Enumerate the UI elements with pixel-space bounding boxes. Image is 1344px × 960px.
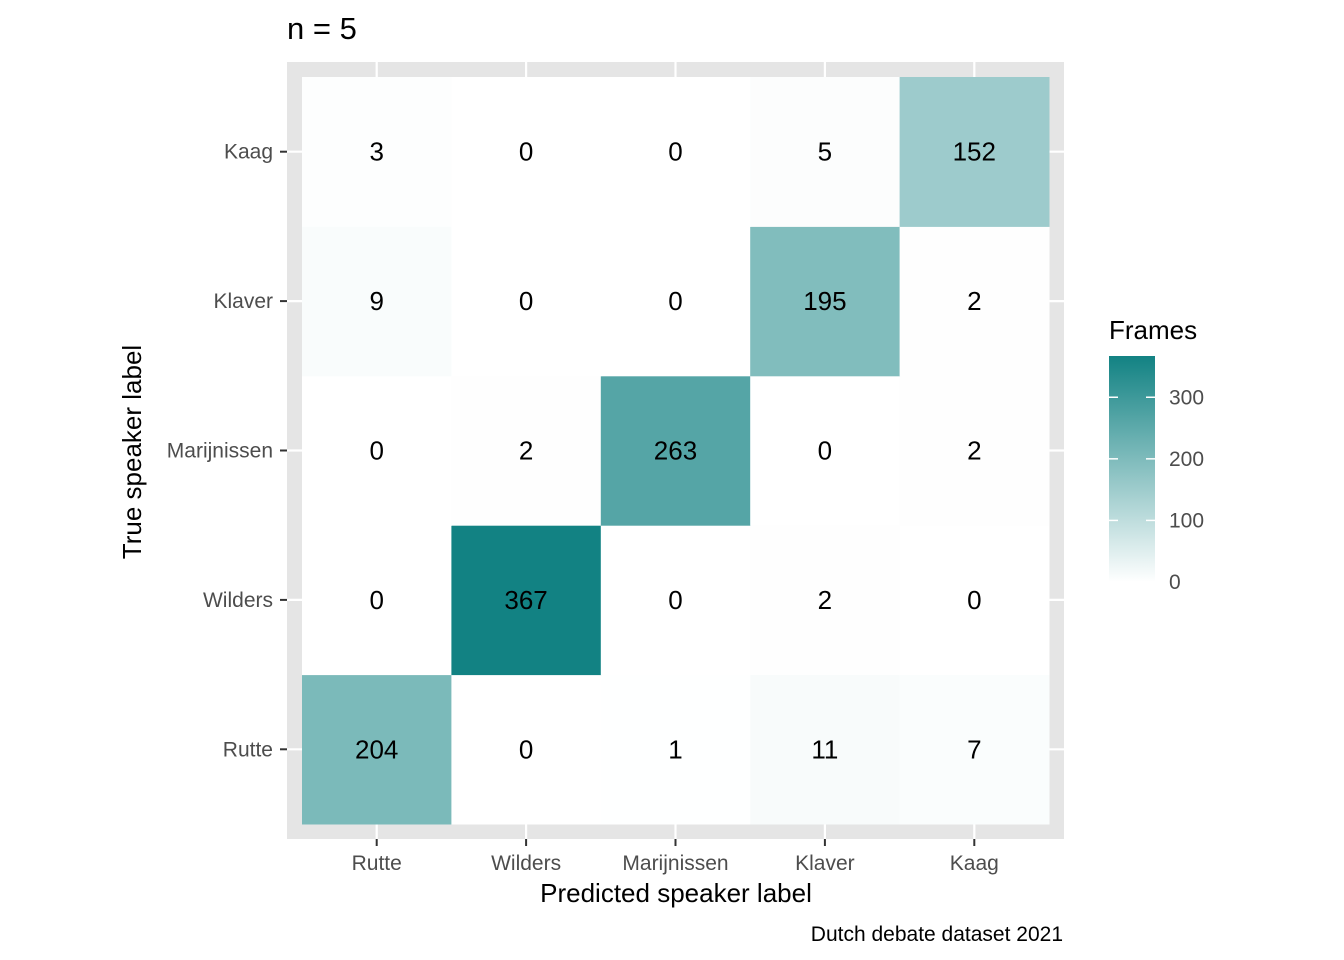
heatmap-cell	[451, 77, 602, 227]
x-tick-label: Wilders	[491, 852, 561, 875]
cell-value-label: 0	[369, 585, 383, 615]
heatmap-cell	[600, 375, 751, 526]
heatmap-cell	[750, 375, 901, 526]
cell-value-label: 0	[668, 137, 682, 167]
cell-value-label: 0	[369, 436, 383, 466]
legend-tick-label: 100	[1169, 509, 1204, 532]
heatmap-cell	[302, 525, 452, 676]
heatmap-cell	[600, 77, 751, 227]
legend-title: Frames	[1109, 315, 1197, 345]
cell-value-label: 7	[967, 734, 981, 764]
cell-value-label: 0	[519, 137, 533, 167]
heatmap-cell	[750, 525, 901, 676]
cell-value-label: 2	[519, 436, 533, 466]
cell-value-label: 2	[967, 436, 981, 466]
chart-caption: Dutch debate dataset 2021	[811, 923, 1063, 946]
cell-value-label: 0	[519, 286, 533, 316]
cell-value-label: 204	[355, 734, 398, 764]
cell-value-label: 367	[504, 585, 547, 615]
cell-value-label: 0	[668, 585, 682, 615]
legend: Frames 0 100 200 300	[1109, 315, 1204, 594]
legend-tick-label: 0	[1169, 571, 1181, 594]
cell-value-label: 263	[654, 436, 697, 466]
cell-value-label: 0	[668, 286, 682, 316]
cell-value-label: 5	[818, 137, 832, 167]
x-axis-title: Predicted speaker label	[540, 878, 812, 908]
cell-value-label: 0	[818, 436, 832, 466]
chart-title: n = 5	[287, 11, 357, 46]
cell-value-label: 2	[967, 286, 981, 316]
heatmap-cell	[600, 226, 751, 377]
cell-value-label: 0	[967, 585, 981, 615]
heatmap-cell	[750, 226, 901, 377]
y-axis: Rutte Wilders Marijnissen Klaver Kaag	[167, 141, 287, 761]
y-tick-label: Marijnissen	[167, 440, 273, 463]
y-tick-label: Kaag	[224, 141, 273, 164]
heatmap-cell	[451, 525, 602, 676]
cell-value-label: 152	[953, 137, 996, 167]
heatmap-cell	[750, 77, 901, 227]
x-axis: Rutte Wilders Marijnissen Klaver Kaag	[352, 839, 999, 875]
y-tick-label: Rutte	[223, 738, 273, 761]
cell-value-label: 3	[369, 137, 383, 167]
x-tick-label: Kaag	[950, 852, 999, 875]
heatmap-cell	[750, 674, 901, 825]
heatmap-cell	[899, 226, 1050, 377]
heatmap-cell	[600, 525, 751, 676]
heatmap-cell	[899, 375, 1050, 526]
x-tick-label: Rutte	[352, 852, 402, 875]
cell-value-label: 9	[369, 286, 383, 316]
x-tick-label: Marijnissen	[622, 852, 728, 875]
heatmap-cell	[899, 525, 1050, 676]
heatmap-cell	[302, 77, 452, 227]
y-axis-title: True speaker label	[117, 345, 147, 559]
legend-tick-label: 200	[1169, 448, 1204, 471]
y-tick-label: Wilders	[203, 589, 273, 612]
cell-value-label: 195	[803, 286, 846, 316]
heatmap-cell	[302, 674, 452, 825]
cell-value-label: 0	[519, 734, 533, 764]
x-tick-label: Klaver	[795, 852, 855, 875]
heatmap-cell	[600, 674, 751, 825]
cell-value-label: 11	[811, 734, 838, 764]
y-tick-label: Klaver	[213, 290, 273, 313]
cell-value-label: 2	[818, 585, 832, 615]
heatmap-cell	[451, 674, 602, 825]
heatmap-cell	[302, 226, 452, 377]
heatmap-cell	[899, 77, 1050, 227]
heatmap-cell	[899, 674, 1050, 825]
legend-colorbar	[1109, 356, 1155, 582]
cell-value-labels: 204 0 1 11 70 367 0 2 00 2 263 0 29 0 0 195 23 0 0 5 152	[355, 137, 996, 765]
heatmap-cells	[302, 77, 1050, 825]
cell-value-label: 1	[668, 734, 682, 764]
heatmap-cell	[451, 375, 602, 526]
heatmap-cell	[302, 375, 452, 526]
heatmap-cell	[451, 226, 602, 377]
legend-tick-label: 300	[1169, 386, 1204, 409]
